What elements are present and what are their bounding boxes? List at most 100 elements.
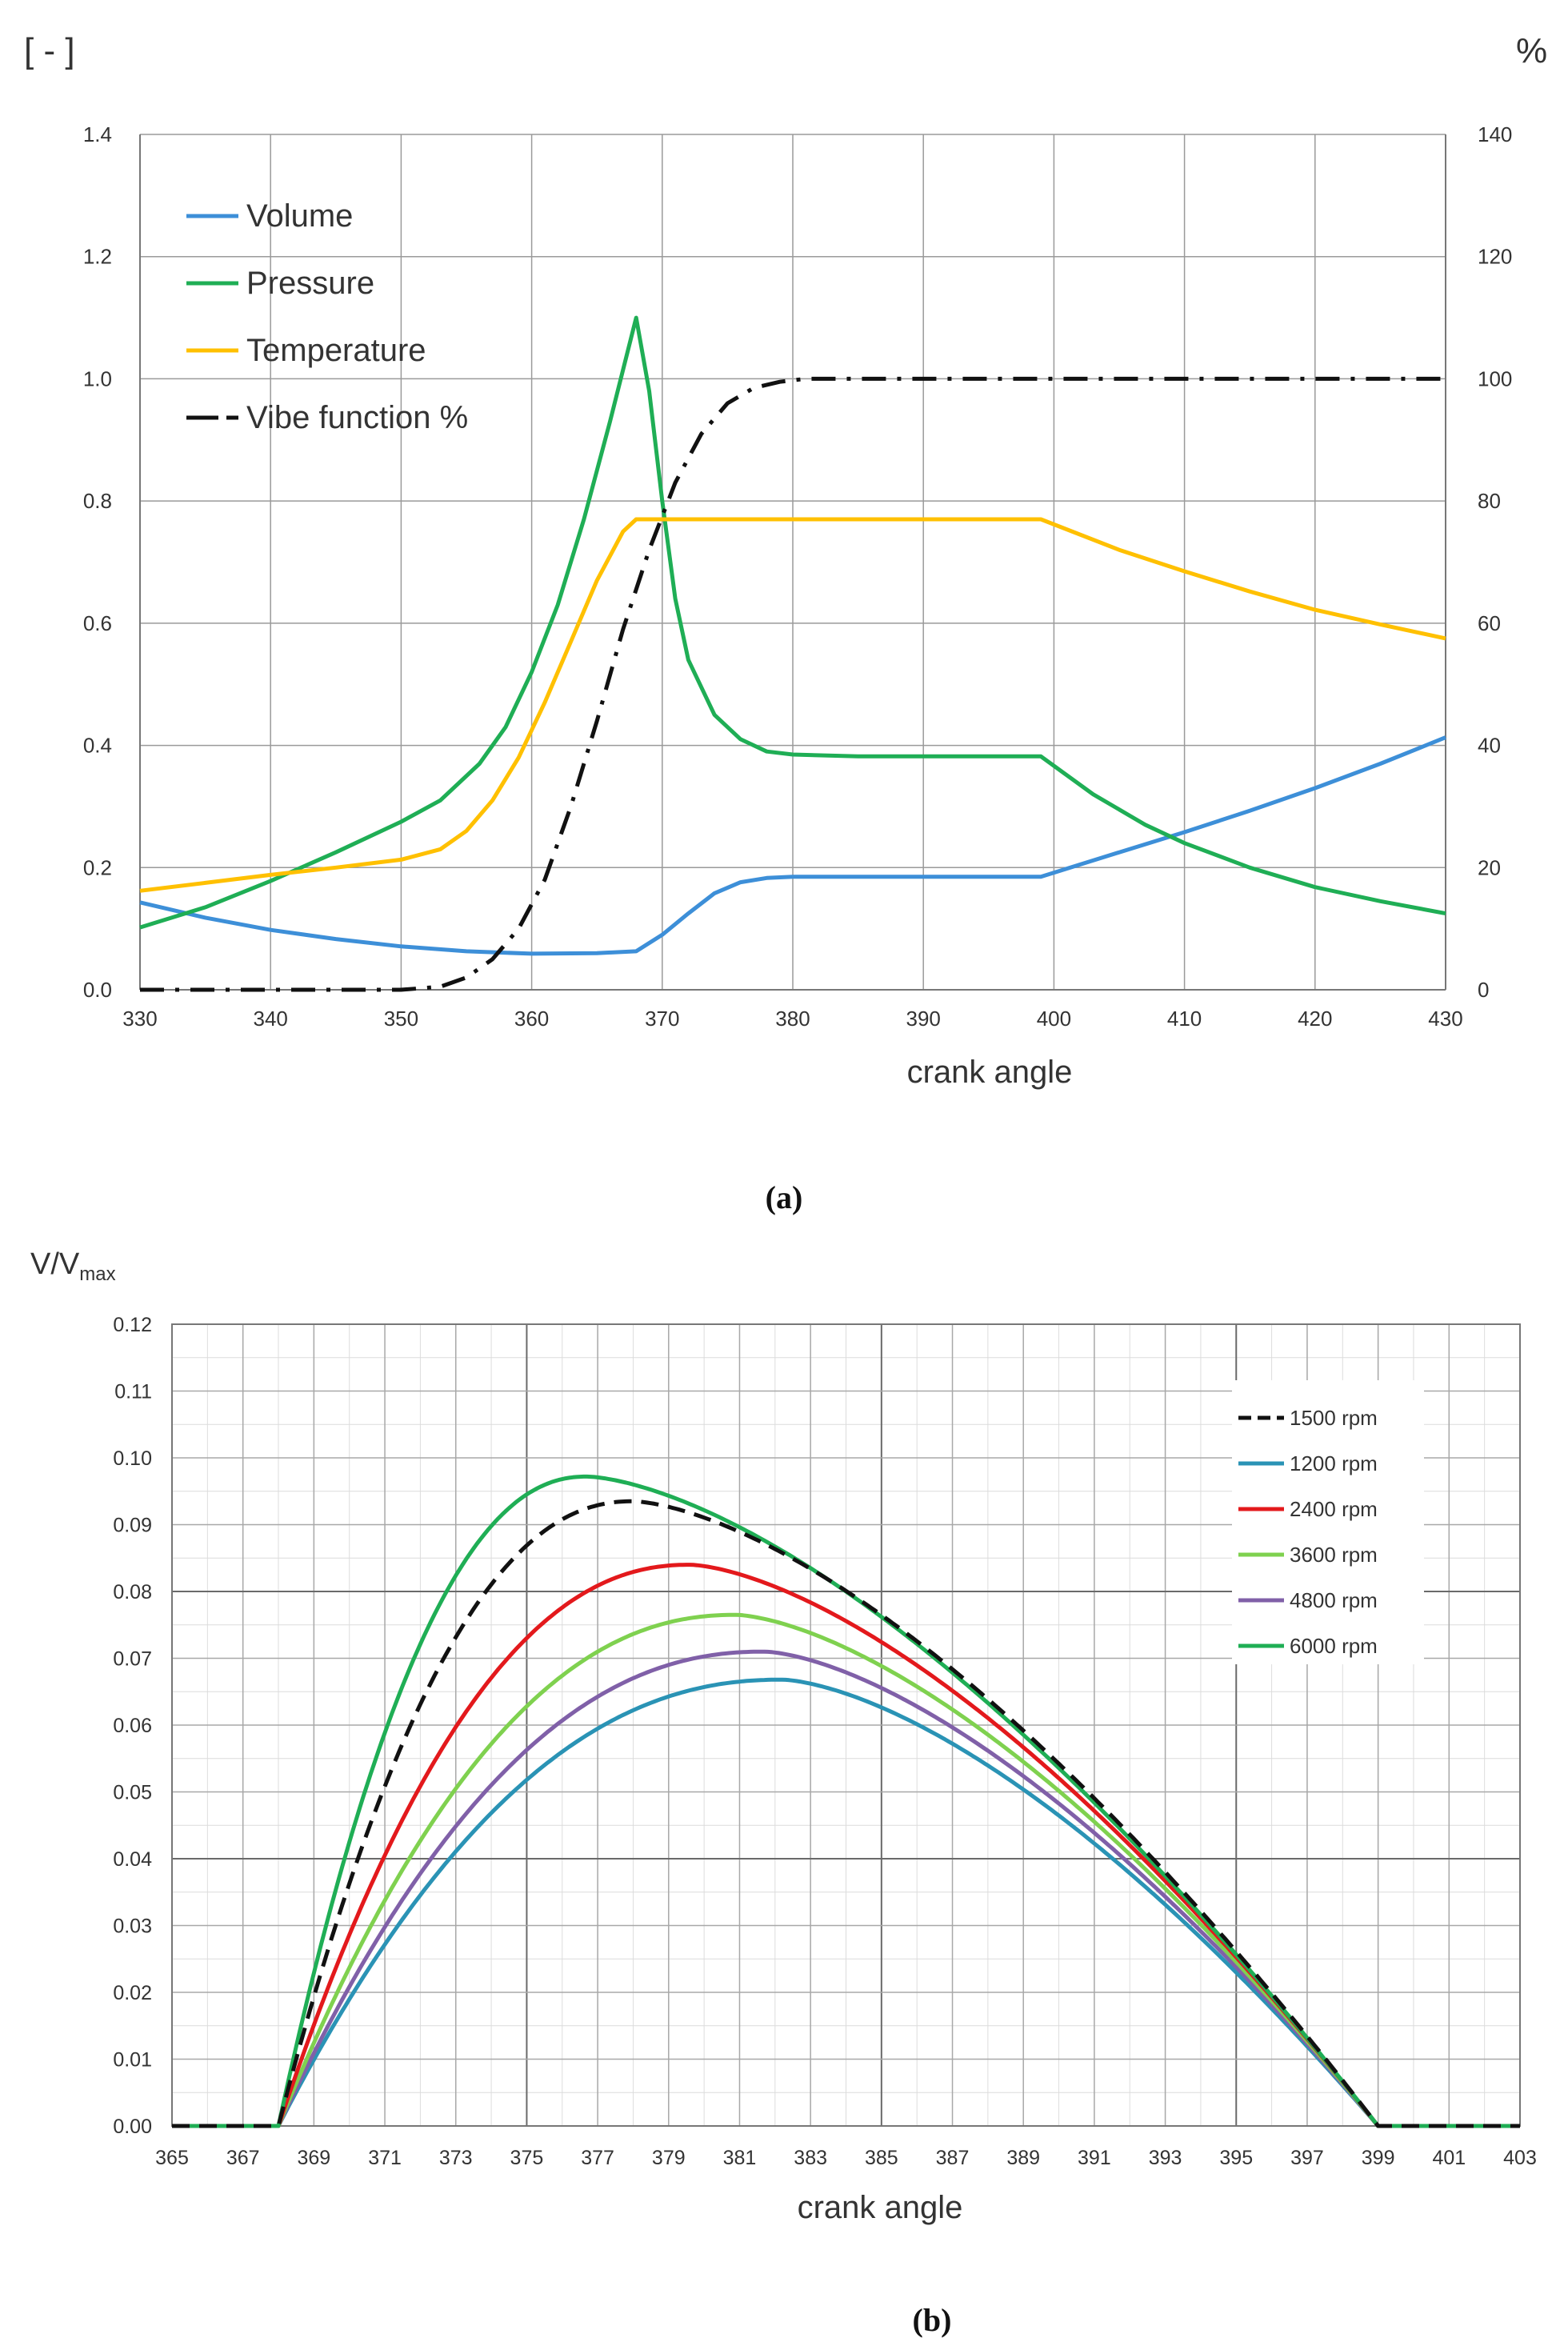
chart-a-left-tick-label: 0.0: [83, 978, 112, 1002]
chart-a-series: [139, 315, 1446, 992]
chart-a: [ - ] % 0.0 0.2 0.4 0.6 0.8 1.0 1.2 1.4 0 20 40 60…: [24, 31, 1547, 1215]
chart-b-legend: 1500 rpm 1200 rpm 2400 rpm 3600 rpm 4800 rpm…: [1232, 1380, 1424, 1664]
chart-b-legend-label: 2400 rpm: [1290, 1497, 1378, 1521]
chart-b-series-1200-rpm: [172, 1677, 1520, 2128]
chart-a-series-vibe-function: [140, 376, 1446, 992]
chart-b-y-tick-label: 0.03: [113, 1916, 152, 1938]
chart-a-x-tick-label: 380: [775, 1007, 810, 1031]
chart-b-ylabel-sub: max: [79, 1263, 115, 1285]
chart-a-series-pressure: [139, 315, 1446, 930]
chart-b-x-tick-label: 383: [794, 2147, 827, 2169]
chart-b-x-tick-label: 381: [723, 2147, 757, 2169]
chart-a-left-tick-label: 0.8: [83, 489, 112, 513]
chart-b-x-tick-label: 377: [581, 2147, 614, 2169]
chart-a-right-ticks: 0 20 40 60 80 100 120 140: [1478, 122, 1512, 1002]
chart-a-right-unit: %: [1516, 31, 1547, 70]
chart-b-x-tick-label: 373: [439, 2147, 473, 2169]
chart-a-left-tick-label: 1.2: [83, 245, 112, 269]
chart-b-x-tick-label: 393: [1149, 2147, 1182, 2169]
chart-b-y-tick-label: 0.05: [113, 1782, 152, 1804]
chart-b-x-tick-label: 365: [155, 2147, 189, 2169]
chart-a-legend: Volume Pressure Temperature Vibe function %: [186, 198, 468, 435]
chart-a-x-tick-label: 400: [1037, 1007, 1071, 1031]
chart-b-x-tick-label: 387: [936, 2147, 970, 2169]
chart-a-series-temperature: [139, 517, 1446, 893]
chart-b-x-tick-label: 371: [368, 2147, 402, 2169]
chart-b-y-tick-label: 0.06: [113, 1715, 152, 1737]
chart-b-legend-label: 6000 rpm: [1290, 1634, 1378, 1658]
chart-a-series-volume: [139, 735, 1446, 956]
chart-a-right-tick-label: 0: [1478, 978, 1489, 1002]
chart-a-x-tick-label: 340: [254, 1007, 288, 1031]
chart-b-y-tick-label: 0.01: [113, 2049, 152, 2072]
chart-b-legend-label: 3600 rpm: [1290, 1543, 1378, 1567]
chart-b-x-tick-label: 391: [1078, 2147, 1111, 2169]
chart-b-x-tick-label: 375: [510, 2147, 544, 2169]
chart-a-left-tick-label: 1.4: [83, 122, 112, 146]
chart-b-x-tick-label: 399: [1362, 2147, 1395, 2169]
chart-a-legend-label: Pressure: [246, 266, 374, 301]
chart-a-right-tick-label: 80: [1478, 489, 1501, 513]
chart-a-left-tick-label: 0.4: [83, 734, 112, 758]
chart-b-y-tick-label: 0.07: [113, 1648, 152, 1671]
chart-a-legend-label: Volume: [246, 198, 353, 234]
chart-b-y-tick-label: 0.10: [113, 1447, 152, 1470]
chart-b-series: [172, 1474, 1520, 2128]
chart-b-y-ticks: 0.00 0.01 0.02 0.03 0.04 0.05 0.06 0.07 0.08 0.09…: [113, 1314, 152, 2138]
chart-b-y-tick-label: 0.00: [113, 2116, 152, 2138]
chart-b-x-tick-label: 367: [226, 2147, 260, 2169]
chart-b-x-tick-label: 389: [1006, 2147, 1040, 2169]
chart-a-x-tick-label: 430: [1428, 1007, 1462, 1031]
chart-b-ylabel: V/V: [30, 1247, 80, 1281]
chart-b-y-axis-title: V/Vmax: [30, 1247, 116, 1285]
chart-b-y-tick-label: 0.11: [114, 1381, 152, 1403]
chart-a-right-tick-label: 60: [1478, 611, 1501, 635]
chart-a-right-tick-label: 120: [1478, 245, 1512, 269]
chart-b-x-tick-label: 385: [865, 2147, 898, 2169]
chart-b-x-tick-label: 395: [1219, 2147, 1253, 2169]
chart-a-x-axis-title: crank angle: [907, 1055, 1073, 1090]
chart-b-legend-label: 4800 rpm: [1290, 1588, 1378, 1612]
chart-a-left-tick-label: 0.6: [83, 611, 112, 635]
chart-b-x-tick-label: 397: [1290, 2147, 1324, 2169]
chart-b-x-tick-label: 369: [298, 2147, 331, 2169]
chart-b-x-ticks: 365 367 369 371 373 375 377 379 381 383 385 387 389 3…: [155, 2147, 1537, 2169]
chart-b-x-tick-label: 401: [1432, 2147, 1466, 2169]
chart-b-plot-frame: [171, 1323, 1521, 2127]
chart-a-x-tick-label: 360: [514, 1007, 549, 1031]
chart-a-right-tick-label: 40: [1478, 734, 1501, 758]
chart-a-caption: (a): [766, 1179, 803, 1215]
chart-b: V/Vmax 0.000.010.020.030.040.050.060.070…: [30, 1247, 1537, 2338]
chart-b-y-tick-label: 0.09: [113, 1515, 152, 1537]
chart-a-left-tick-label: 1.0: [83, 366, 112, 390]
chart-b-x-tick-label: 403: [1503, 2147, 1537, 2169]
chart-b-x-axis-title: crank angle: [798, 2190, 963, 2225]
chart-b-x-tick-label: 379: [652, 2147, 686, 2169]
chart-a-right-tick-label: 140: [1478, 122, 1512, 146]
chart-a-x-tick-label: 390: [906, 1007, 941, 1031]
chart-a-right-tick-label: 20: [1478, 855, 1501, 879]
chart-b-y-tick-label: 0.04: [113, 1848, 152, 1871]
chart-a-x-tick-label: 410: [1167, 1007, 1202, 1031]
chart-b-y-tick-label: 0.12: [113, 1314, 152, 1336]
chart-b-y-tick-label: 0.08: [113, 1581, 152, 1603]
chart-a-x-tick-label: 370: [645, 1007, 679, 1031]
chart-b-series-1500-rpm: [172, 1499, 1520, 2128]
chart-b-y-tick-label: 0.02: [113, 1982, 152, 2004]
chart-b-legend-label: 1200 rpm: [1290, 1451, 1378, 1475]
chart-b-caption: (b): [913, 2302, 952, 2338]
chart-a-legend-label: Vibe function %: [246, 400, 468, 435]
chart-b-legend-label: 1500 rpm: [1290, 1406, 1378, 1430]
chart-a-x-tick-label: 420: [1298, 1007, 1332, 1031]
chart-a-right-tick-label: 100: [1478, 366, 1512, 390]
chart-a-left-ticks: 0.0 0.2 0.4 0.6 0.8 1.0 1.2 1.4: [83, 122, 112, 1002]
chart-a-grid: [139, 134, 1446, 991]
chart-a-x-tick-label: 350: [384, 1007, 418, 1031]
chart-a-x-ticks: 330 340 350 360 370 380 390 400 410 420 430: [122, 1007, 1462, 1031]
chart-a-x-tick-label: 330: [122, 1007, 157, 1031]
chart-b-legend-box: [1232, 1380, 1424, 1664]
chart-a-legend-label: Temperature: [246, 333, 426, 368]
chart-a-left-unit: [ - ]: [24, 31, 75, 70]
chart-a-left-tick-label: 0.2: [83, 855, 112, 879]
